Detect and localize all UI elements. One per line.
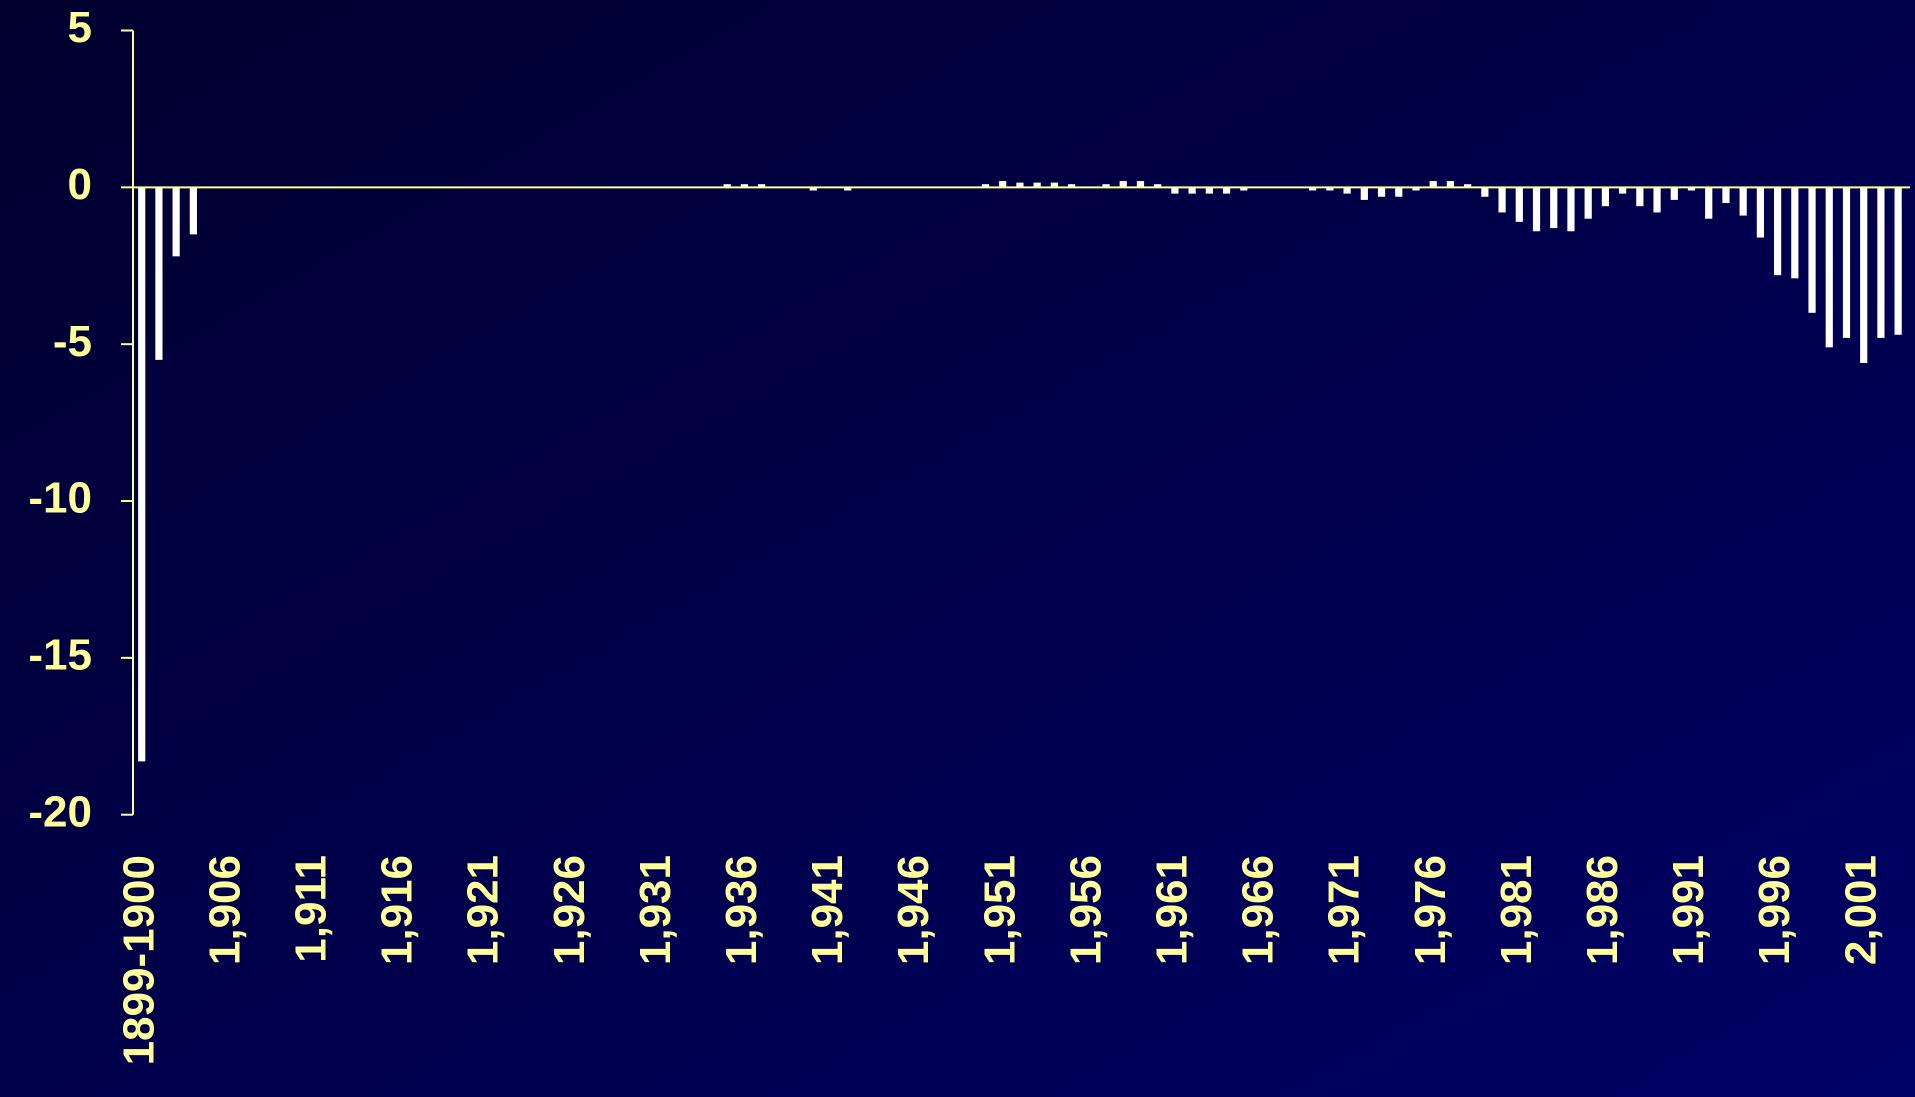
y-tick-label: -5 (53, 317, 92, 366)
bar (1584, 187, 1592, 219)
x-tick-label: 1,916 (373, 855, 422, 965)
bar (723, 184, 731, 188)
bar (1429, 181, 1437, 188)
bar (1860, 187, 1868, 364)
bar (1515, 187, 1523, 222)
bar (1481, 187, 1489, 197)
bar (758, 184, 766, 188)
x-tick-label: 1,931 (631, 855, 680, 965)
bar (1687, 187, 1696, 191)
x-tick-label: 1,986 (1578, 855, 1627, 965)
bar (155, 187, 163, 360)
x-tick-label: 1,981 (1492, 855, 1541, 965)
x-tick-label: 1,926 (545, 855, 594, 965)
x-tick-label: 1,951 (975, 855, 1024, 965)
bar (1653, 187, 1661, 213)
x-tick-label: 1,921 (459, 855, 508, 965)
bar (1464, 184, 1472, 188)
bar (1240, 187, 1248, 191)
x-tick-label: 2,001 (1836, 855, 1885, 965)
bar (1550, 187, 1558, 229)
bar (1825, 187, 1833, 348)
x-tick-label: 1,941 (803, 855, 852, 965)
bar (1532, 187, 1541, 232)
bar (1705, 187, 1713, 219)
bar (1446, 181, 1455, 188)
bar (138, 187, 146, 762)
bar (1756, 187, 1764, 238)
bar (1205, 187, 1213, 194)
x-tick-label: 1,961 (1148, 855, 1197, 965)
bar (1412, 187, 1420, 191)
bar (1894, 187, 1902, 335)
x-tick-label: 1899-1900 (114, 855, 163, 1065)
bar (189, 187, 197, 235)
x-tick-label: 1,956 (1061, 855, 1110, 965)
x-tick-label: 1,976 (1406, 855, 1455, 965)
x-tick-label: 1,996 (1750, 855, 1799, 965)
x-tick-label: 1,971 (1320, 855, 1369, 965)
x-tick-label: 1,991 (1664, 855, 1713, 965)
x-tick-label: 1,906 (200, 855, 249, 965)
bar (1567, 187, 1575, 232)
bar (844, 187, 852, 191)
bar (1136, 181, 1145, 188)
bar (1343, 187, 1351, 194)
bar (1326, 187, 1334, 191)
bar (1050, 182, 1058, 188)
bar (1722, 187, 1730, 204)
bar (809, 187, 817, 191)
bar (1619, 187, 1627, 194)
bar (1842, 187, 1851, 338)
bar (1016, 182, 1024, 188)
y-tick-label: 5 (68, 3, 92, 52)
x-tick-label: 1,911 (287, 855, 336, 963)
bar (1033, 182, 1041, 188)
bar (1791, 187, 1799, 279)
bar (1774, 187, 1782, 276)
bar (981, 184, 990, 188)
bar (1188, 187, 1196, 194)
x-tick-label: 1,946 (889, 855, 938, 965)
bar (1601, 187, 1609, 207)
bar (1119, 181, 1127, 188)
bar (740, 184, 748, 188)
y-tick-label: 0 (68, 160, 92, 209)
bar (1171, 187, 1179, 194)
x-tick-label: 1,966 (1234, 855, 1283, 965)
bar (1498, 187, 1506, 213)
bar (1377, 187, 1386, 197)
x-tick-label: 1,936 (717, 855, 766, 965)
bar (1309, 187, 1317, 191)
bar (1877, 187, 1885, 338)
bar (172, 187, 180, 257)
bar (1395, 187, 1403, 197)
bar (1067, 184, 1076, 188)
bar (1808, 187, 1816, 313)
bar (1154, 184, 1162, 188)
bar (1739, 187, 1747, 216)
y-tick-label: -20 (28, 787, 92, 836)
y-tick-label: -15 (28, 630, 92, 679)
bar (999, 181, 1007, 188)
bar (1636, 187, 1644, 207)
bar (1102, 184, 1110, 188)
bar (1360, 187, 1368, 200)
y-tick-label: -10 (28, 474, 92, 523)
bar (1222, 187, 1231, 194)
bar (1670, 187, 1678, 200)
